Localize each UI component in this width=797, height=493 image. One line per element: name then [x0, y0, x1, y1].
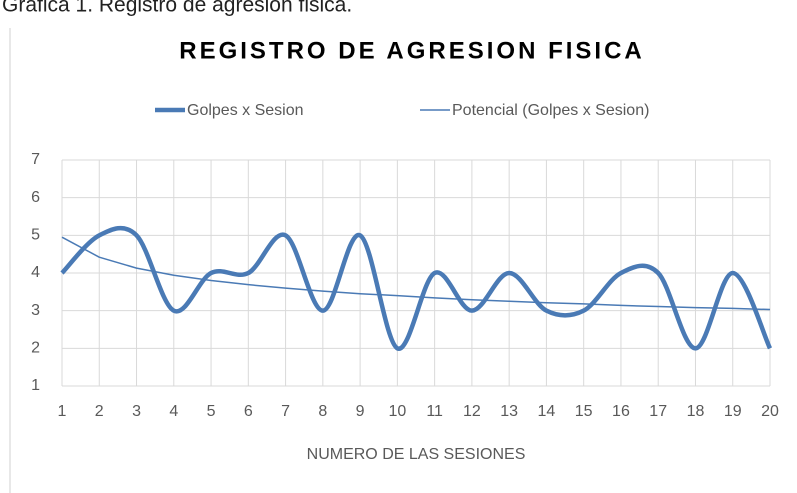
legend-label: Golpes x Sesion [187, 102, 304, 119]
y-tick-label: 4 [31, 264, 40, 281]
x-tick-label: 19 [724, 403, 742, 420]
y-tick-label: 5 [31, 227, 40, 244]
x-tick-label: 16 [612, 403, 630, 420]
y-tick-label: 3 [31, 302, 40, 319]
x-tick-label: 14 [538, 403, 556, 420]
caption: Gráfica 1. Registro de agresion fisica. [2, 0, 352, 17]
x-tick-label: 3 [132, 403, 141, 420]
y-tick-label: 1 [31, 377, 40, 394]
x-tick-label: 7 [281, 403, 290, 420]
x-tick-label: 15 [575, 403, 593, 420]
x-tick-label: 1 [58, 403, 67, 420]
y-tick-label: 6 [31, 189, 40, 206]
series-line [61, 236, 771, 311]
x-tick-label: 11 [426, 403, 443, 420]
x-tick-label: 5 [207, 403, 216, 420]
legend-label: Potencial (Golpes x Sesion) [452, 102, 649, 119]
y-tick-label: 7 [31, 151, 40, 168]
x-tick-label: 2 [95, 403, 104, 420]
x-axis-label: NUMERO DE LAS SESIONES [307, 446, 526, 463]
x-tick-label: 6 [244, 403, 253, 420]
series-line [60, 225, 773, 351]
x-tick-label: 12 [463, 403, 481, 420]
x-tick-label: 10 [388, 403, 406, 420]
x-tick-label: 4 [169, 403, 178, 420]
x-tick-label: 8 [318, 403, 327, 420]
x-tick-label: 13 [500, 403, 518, 420]
chart-title: REGISTRO DE AGRESION FISICA [179, 37, 644, 64]
x-tick-label: 18 [687, 403, 705, 420]
y-tick-label: 2 [31, 340, 40, 357]
x-tick-label: 9 [356, 403, 365, 420]
x-tick-label: 20 [761, 403, 779, 420]
x-tick-label: 17 [649, 403, 667, 420]
